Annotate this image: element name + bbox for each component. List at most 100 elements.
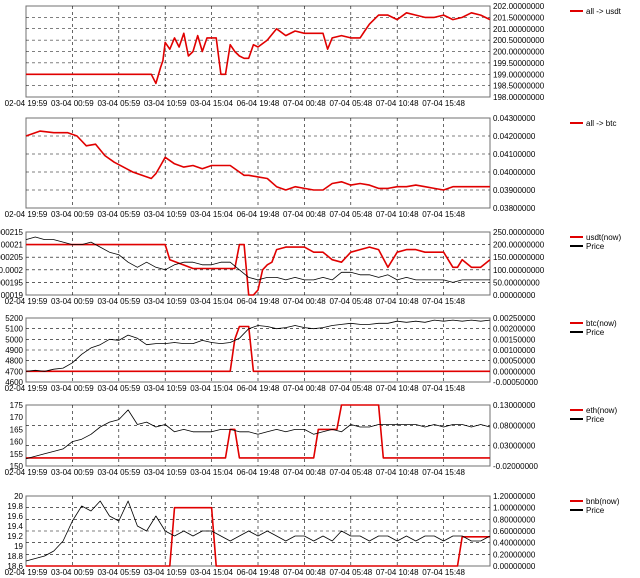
- left-tick-label: 0.0002: [0, 266, 24, 275]
- right-tick-label: 0.04000000: [493, 168, 536, 177]
- legend-label: all -> btc: [586, 119, 616, 128]
- right-tick-label: 0.00250000: [493, 314, 536, 323]
- series-line-price: [25, 236, 490, 283]
- x-tick-label: 02-04 19:59: [5, 468, 48, 477]
- x-tick-label: 07-04 15:48: [422, 568, 465, 577]
- x-tick-label: 06-04 19:48: [237, 468, 280, 477]
- x-tick-label: 03-04 15:04: [190, 99, 233, 108]
- chart-panel-3: 02-04 19:59 03-04 00:59 03-04 05:59 03-04 1…: [0, 228, 621, 306]
- left-tick-label: 5100: [5, 325, 23, 334]
- x-tick-label: 06-04 19:48: [237, 210, 280, 219]
- legend-label: all -> usdt: [586, 7, 622, 16]
- right-tick-label: 199.50000000: [493, 59, 545, 68]
- x-tick-label: 03-04 00:59: [51, 99, 94, 108]
- x-tick-label: 02-04 19:59: [5, 384, 48, 393]
- x-tick-label: 07-04 00:48: [283, 99, 326, 108]
- left-tick-label: 4800: [5, 357, 23, 366]
- x-tick-label: 03-04 10:59: [144, 568, 187, 577]
- x-tick-label: 07-04 00:48: [283, 384, 326, 393]
- x-tick-label: 07-04 15:48: [422, 99, 465, 108]
- right-tick-label: 200.00000000: [493, 241, 545, 250]
- x-tick-label: 07-04 05:48: [329, 297, 372, 306]
- left-tick-label: 20: [14, 492, 23, 501]
- x-tick-label: 07-04 15:48: [422, 210, 465, 219]
- x-tick-label: 03-04 05:59: [97, 384, 140, 393]
- left-tick-label: 19.4: [7, 522, 23, 531]
- series-line-btc-now-: [26, 325, 490, 373]
- right-tick-label: 0.00100000: [493, 346, 536, 355]
- right-tick-label: 199.00000000: [493, 70, 545, 79]
- x-tick-label: 03-04 10:59: [144, 297, 187, 306]
- right-tick-label: 0.60000000: [493, 527, 536, 536]
- x-tick-label: 03-04 10:59: [144, 210, 187, 219]
- chart-panel-4: 02-04 19:59 03-04 00:59 03-04 05:59 03-04 1…: [5, 314, 617, 393]
- right-tick-label: 0.04300000: [493, 114, 536, 123]
- x-tick-label: 03-04 10:59: [144, 468, 187, 477]
- x-tick-label: 03-04 10:59: [144, 99, 187, 108]
- x-tick-label: 03-04 00:59: [51, 384, 94, 393]
- x-tick-label: 03-04 15:04: [190, 468, 233, 477]
- legend-label: Price: [586, 506, 605, 515]
- left-tick-label: 165: [10, 425, 24, 434]
- left-tick-label: 5200: [5, 314, 23, 323]
- right-tick-label: 0.80000000: [493, 515, 536, 524]
- right-tick-label: 50.00000000: [493, 278, 540, 287]
- series-line-price: [25, 319, 491, 372]
- left-tick-label: 175: [10, 401, 24, 410]
- right-tick-label: 202.00000000: [493, 2, 545, 11]
- left-tick-label: 0.000205: [0, 253, 24, 262]
- x-tick-label: 06-04 19:48: [237, 99, 280, 108]
- x-tick-label: 07-04 10:48: [376, 210, 419, 219]
- x-tick-label: 07-04 15:48: [422, 384, 465, 393]
- left-tick-label: 0.00021: [0, 241, 24, 250]
- left-tick-label: 0.00019: [0, 291, 24, 300]
- right-tick-label: 0.00050000: [493, 357, 536, 366]
- x-tick-label: 07-04 00:48: [283, 297, 326, 306]
- x-tick-label: 02-04 19:59: [5, 297, 48, 306]
- chart-panel-1: 02-04 19:59 03-04 00:59 03-04 05:59 03-04 1…: [5, 2, 622, 108]
- legend-label: Price: [586, 415, 605, 424]
- series-line-usdt-now-: [26, 243, 491, 296]
- right-tick-label: -0.00050000: [493, 378, 538, 387]
- left-tick-label: 4700: [5, 367, 23, 376]
- x-tick-label: 03-04 00:59: [51, 297, 94, 306]
- legend-label: Price: [586, 328, 605, 337]
- x-tick-label: 03-04 05:59: [97, 468, 140, 477]
- right-tick-label: 0.00000000: [493, 367, 536, 376]
- left-tick-label: 19.2: [7, 532, 23, 541]
- x-tick-label: 03-04 15:04: [190, 384, 233, 393]
- x-tick-label: 07-04 00:48: [283, 568, 326, 577]
- left-tick-label: 19: [14, 542, 23, 551]
- left-tick-label: 5000: [5, 335, 23, 344]
- left-tick-label: 18.6: [7, 562, 23, 571]
- right-tick-label: 0.04100000: [493, 150, 536, 159]
- x-tick-label: 02-04 19:59: [5, 99, 48, 108]
- right-tick-label: 0.03000000: [493, 442, 536, 451]
- x-tick-label: 03-04 00:59: [51, 210, 94, 219]
- x-tick-label: 03-04 15:04: [190, 297, 233, 306]
- right-tick-label: -0.02000000: [493, 462, 538, 471]
- right-tick-label: 0.00000000: [493, 291, 536, 300]
- series-line-all-btc: [25, 130, 490, 191]
- series-line-all-usdt: [26, 12, 491, 85]
- left-tick-label: 18.8: [7, 552, 23, 561]
- right-tick-label: 1.00000000: [493, 504, 536, 513]
- chart-panel-5: 02-04 19:59 03-04 00:59 03-04 05:59 03-04 1…: [5, 401, 618, 477]
- right-tick-label: 100.00000000: [493, 266, 545, 275]
- legend-label: eth(now): [586, 406, 617, 415]
- x-tick-label: 07-04 05:48: [329, 210, 372, 219]
- x-tick-label: 07-04 10:48: [376, 568, 419, 577]
- x-tick-label: 07-04 05:48: [329, 99, 372, 108]
- x-tick-label: 07-04 10:48: [376, 297, 419, 306]
- x-tick-label: 03-04 15:04: [190, 568, 233, 577]
- right-tick-label: 0.03800000: [493, 204, 536, 213]
- right-tick-label: 198.50000000: [493, 82, 545, 91]
- x-tick-label: 03-04 05:59: [97, 99, 140, 108]
- x-tick-label: 03-04 15:04: [190, 210, 233, 219]
- x-tick-label: 02-04 19:59: [5, 210, 48, 219]
- right-tick-label: 0.08000000: [493, 421, 536, 430]
- left-tick-label: 19.8: [7, 502, 23, 511]
